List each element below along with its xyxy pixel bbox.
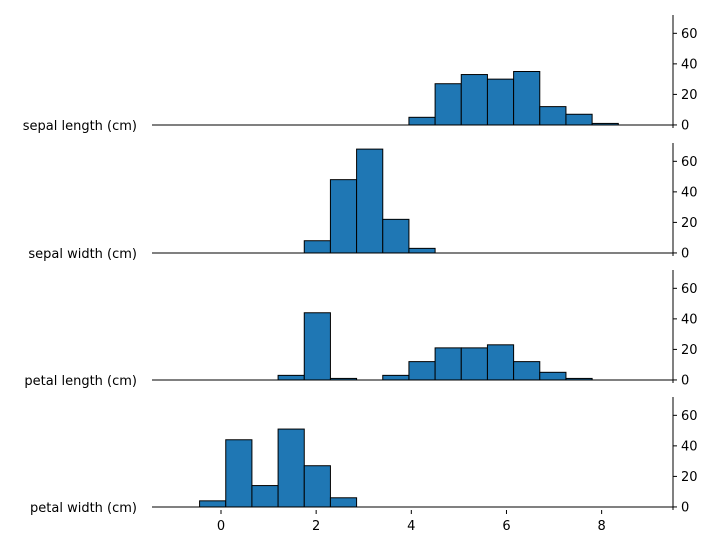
y-tick-label: 60 [681,27,698,42]
histogram-bar [199,500,227,508]
y-tick-label: 20 [681,470,698,485]
panel-label: petal length (cm) [24,374,137,389]
histogram-bar [303,312,331,381]
histogram-bar [460,347,488,381]
histogram-bar [513,71,541,126]
x-tick-label: 8 [597,519,605,534]
y-tick-label: 60 [681,409,698,424]
histogram-bar [225,439,253,508]
y-tick-label: 0 [681,373,689,388]
histogram-bar [356,148,384,254]
y-tick-label: 0 [681,500,689,515]
histogram-bar [382,374,410,381]
x-tick-label: 0 [217,519,225,534]
histogram-bar [539,371,567,381]
histogram-bar [565,113,593,126]
histogram-bar [382,218,410,254]
histogram-bar [303,240,331,254]
y-tick-label: 20 [681,216,698,231]
histogram-bar [408,116,436,126]
panel-label: petal width (cm) [30,501,137,516]
panel-label: sepal width (cm) [28,247,137,262]
y-tick-label: 40 [681,312,698,327]
y-tick-label: 0 [681,118,689,133]
y-tick-label: 0 [681,246,689,261]
histogram-bar [329,179,358,254]
histogram-bar [434,347,462,381]
histogram-bar [539,106,567,126]
panel-label: sepal length (cm) [23,119,137,134]
x-tick-label: 4 [407,519,415,534]
y-tick-label: 20 [681,88,698,103]
histogram-bar [408,361,436,381]
y-tick-label: 40 [681,185,698,200]
histogram-bar [513,361,541,381]
y-tick-label: 40 [681,57,698,72]
histogram-bar [434,83,462,126]
histogram-bar [486,78,515,126]
histogram-bar [303,465,331,508]
histogram-bar [460,74,488,126]
histogram-bar [251,485,279,508]
histogram-bar [277,374,305,381]
histogram-bar [277,428,305,508]
y-tick-label: 40 [681,439,698,454]
histogram-bar [408,247,436,254]
y-tick-label: 60 [681,282,698,297]
y-tick-label: 60 [681,155,698,170]
histogram-bar [329,497,358,508]
x-tick-label: 6 [502,519,510,534]
x-tick-label: 2 [312,519,320,534]
y-tick-label: 20 [681,343,698,358]
histogram-bar [486,344,515,381]
